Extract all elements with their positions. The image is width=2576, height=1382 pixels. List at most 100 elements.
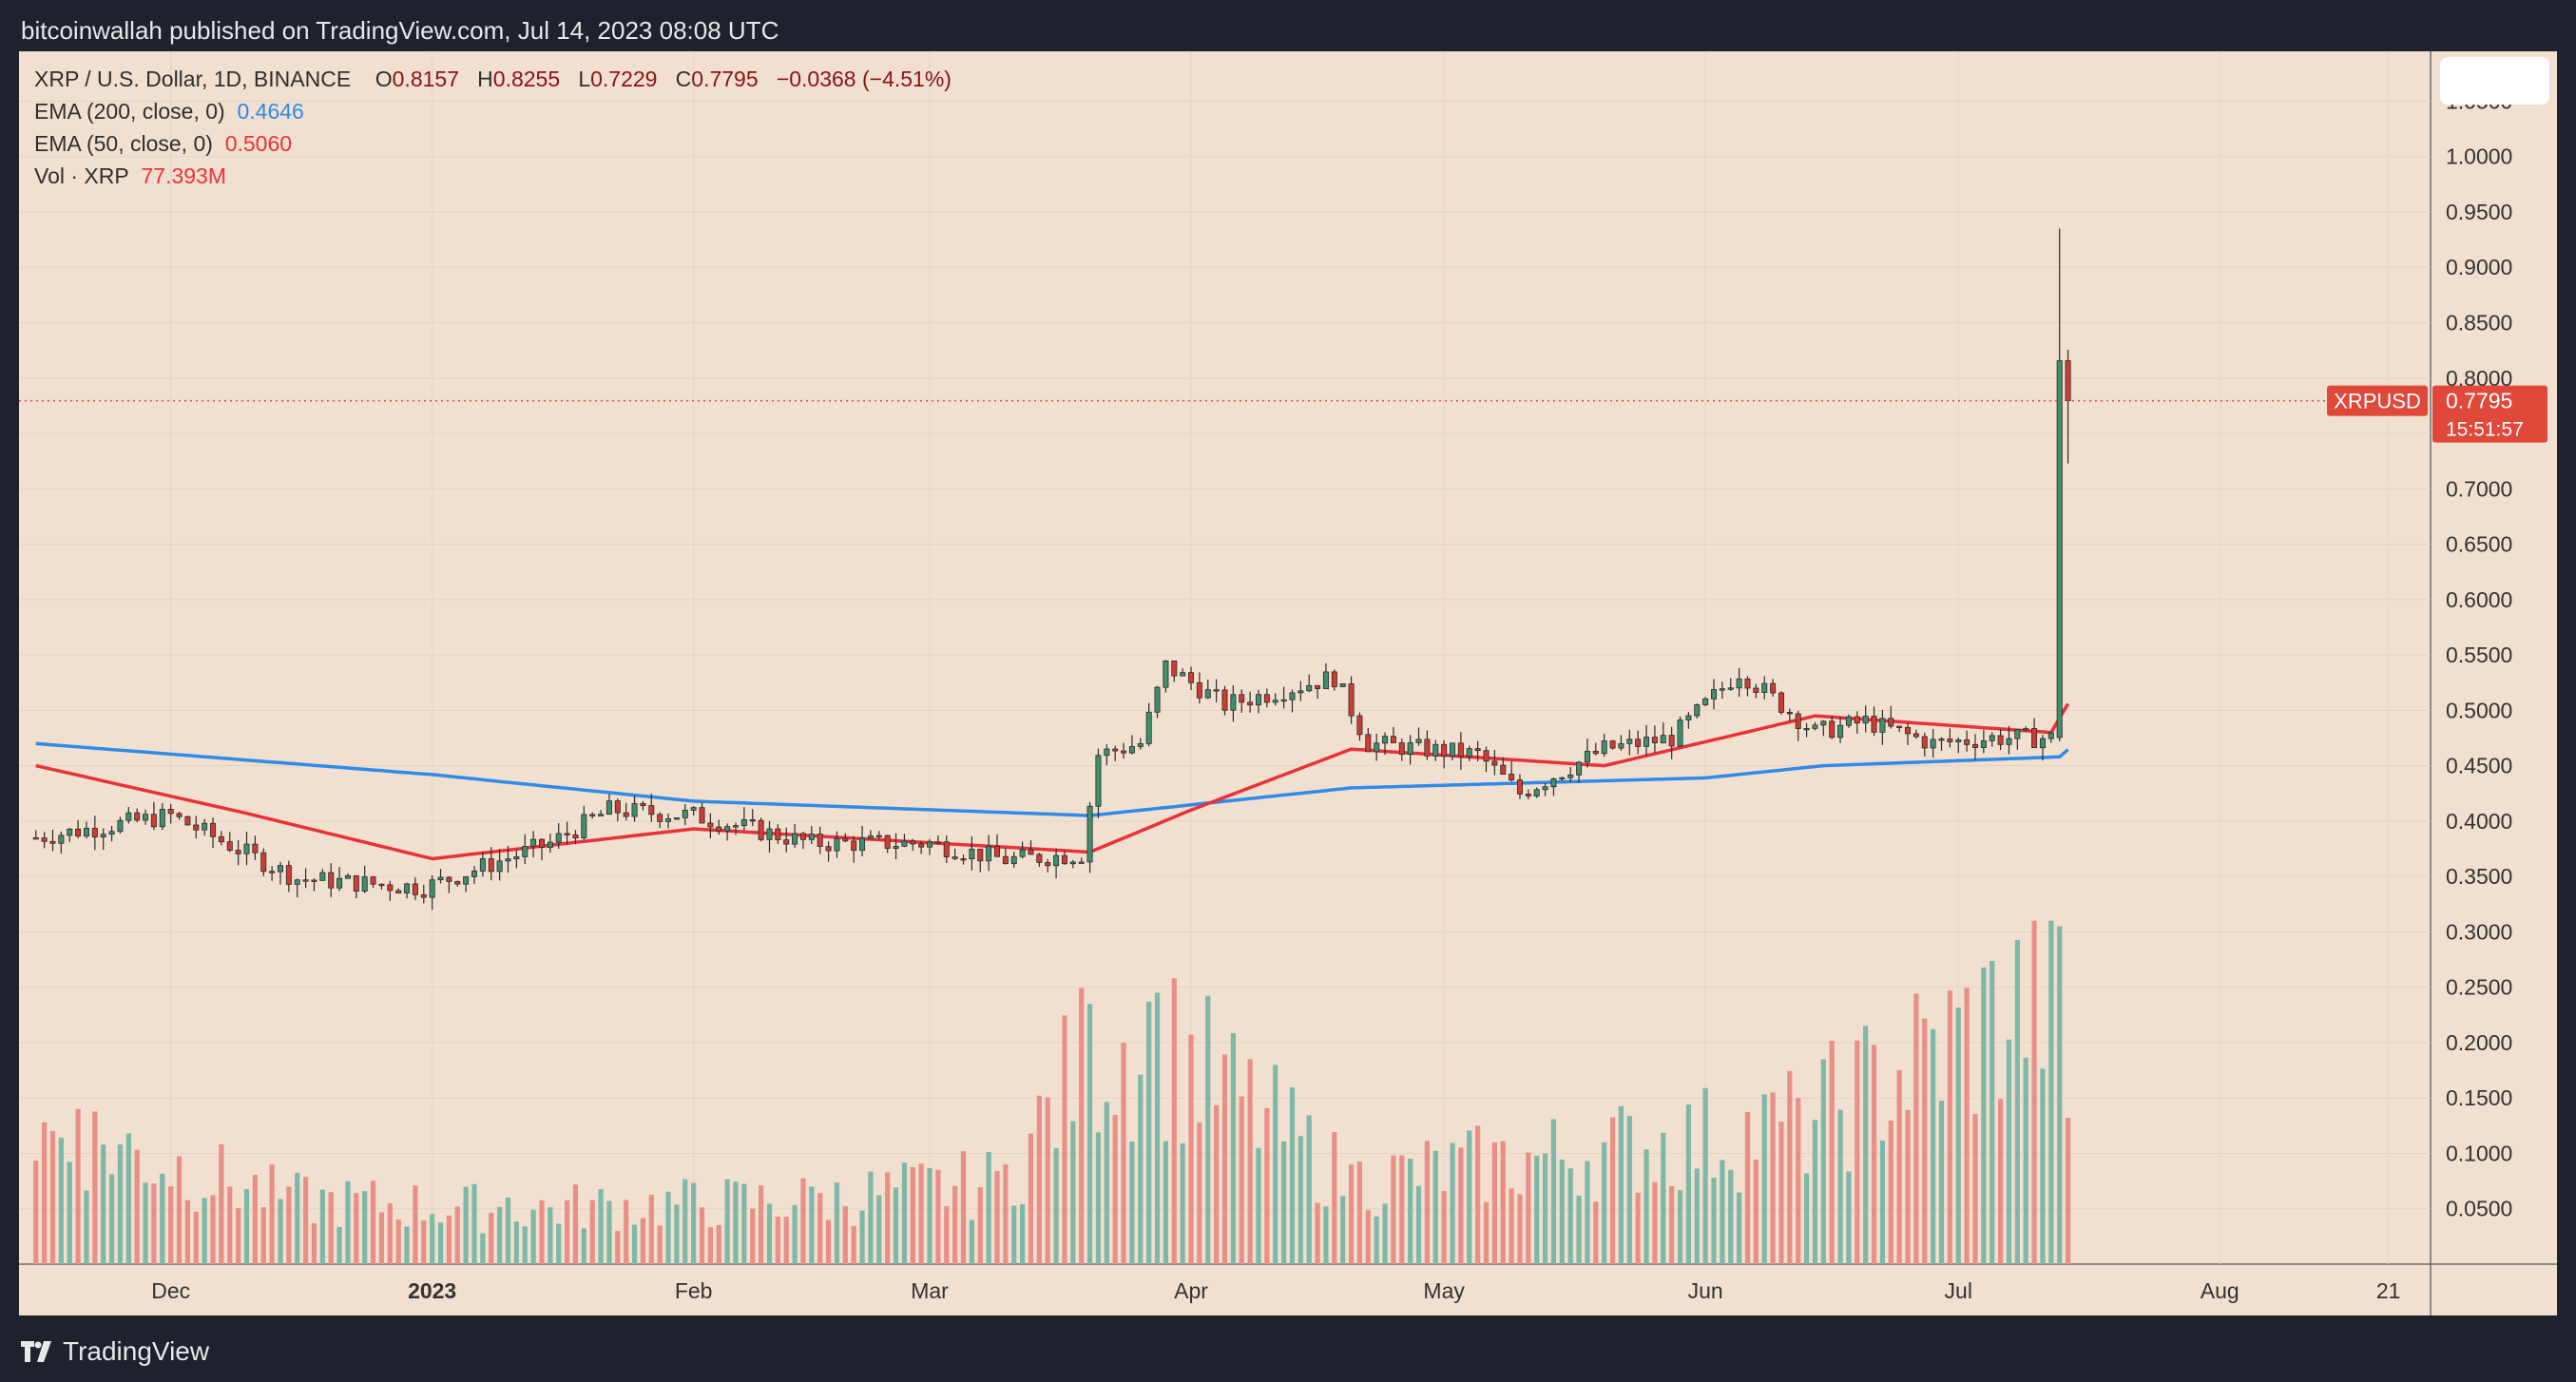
volume-bar <box>2040 1068 2046 1264</box>
volume-bar <box>345 1180 351 1264</box>
legend-ema200-row[interactable]: EMA (200, close, 0) 0.4646 <box>34 95 952 127</box>
candle-body <box>589 814 596 816</box>
candle <box>336 867 343 892</box>
candle <box>943 835 950 863</box>
volume-bar <box>1079 988 1085 1264</box>
volume-bar <box>1028 1133 1034 1264</box>
candle-body <box>1441 743 1448 758</box>
candle-body <box>412 883 418 895</box>
volume-bar <box>640 1218 646 1264</box>
candle <box>1104 744 1110 766</box>
price-chart[interactable]: 0.0500 0.1000 0.1500 0.2000 0.2500 0.3000 0.35… <box>19 51 2557 1315</box>
candle-body <box>134 812 141 821</box>
price-tag-value: 0.7795 <box>2446 389 2512 413</box>
candle-body <box>825 846 832 852</box>
volume-bar <box>202 1198 207 1264</box>
candle-body <box>1576 761 1583 776</box>
candle <box>1002 848 1009 865</box>
ema50-line <box>35 702 2070 861</box>
volume-bar <box>1896 1069 1902 1264</box>
candle-body <box>631 803 638 817</box>
candle <box>1466 745 1472 761</box>
x-tick-label: Feb <box>675 1278 713 1303</box>
volume-bar <box>193 1211 199 1264</box>
legend-symbol-row[interactable]: XRP / U.S. Dollar, 1D, BINANCE O0.8157 H… <box>34 63 952 95</box>
volume-bar <box>1020 1204 1026 1264</box>
candle <box>799 832 806 850</box>
volume-bar <box>944 1206 950 1264</box>
candle <box>724 823 731 841</box>
candle-body <box>75 828 82 837</box>
candle <box>91 816 98 851</box>
candle <box>260 848 267 876</box>
candle <box>901 834 908 848</box>
candle <box>1407 735 1413 765</box>
volume-bar <box>437 1222 444 1264</box>
volume-bar <box>1931 1028 1936 1264</box>
scale-settings-button[interactable] <box>2440 57 2549 105</box>
legend-volume-row[interactable]: Vol · XRP 77.393M <box>34 160 952 192</box>
candle-body <box>1964 739 1970 745</box>
candle-body <box>1803 727 1810 731</box>
volume-bar <box>513 1221 519 1264</box>
candle <box>412 877 418 901</box>
volume-bar <box>1593 1201 1599 1264</box>
candle <box>581 805 587 840</box>
volume-bar <box>1289 1086 1296 1264</box>
candle-body <box>1457 742 1464 758</box>
volume-bar <box>1045 1097 1050 1264</box>
candle <box>446 875 452 893</box>
volume-bar <box>1475 1125 1481 1264</box>
candle <box>775 824 781 845</box>
volume-bar <box>1997 1099 2004 1264</box>
volume-bar <box>176 1156 183 1264</box>
candle-body <box>294 879 300 885</box>
candle <box>134 808 141 823</box>
volume-bar <box>168 1186 174 1264</box>
volume-bar <box>1239 1096 1244 1264</box>
candle-body <box>665 818 672 822</box>
candle <box>733 822 740 835</box>
candle <box>1644 724 1650 757</box>
candle <box>1685 712 1692 729</box>
candle <box>243 832 250 866</box>
volume-bar <box>598 1189 604 1264</box>
legend-ema50-row[interactable]: EMA (50, close, 0) 0.5060 <box>34 127 952 160</box>
y-tick-label: 0.9000 <box>2446 255 2512 279</box>
candle <box>834 831 840 858</box>
volume-bar <box>2014 939 2020 1264</box>
candle <box>1036 853 1043 867</box>
candle <box>1559 777 1566 781</box>
candle-body <box>690 807 697 811</box>
volume-bar <box>1829 1041 1835 1264</box>
volume-bar <box>84 1190 89 1264</box>
volume-bar <box>311 1222 317 1264</box>
candle-body <box>1163 660 1169 688</box>
candle-body <box>2039 738 2046 749</box>
candle <box>1188 666 1195 690</box>
candle-body <box>884 835 891 849</box>
candle <box>1457 732 1464 770</box>
ema-lines <box>35 702 2070 861</box>
candle <box>1086 801 1093 873</box>
volume-bar <box>143 1182 148 1264</box>
candle-body <box>1331 671 1337 687</box>
volume-bar <box>1121 1043 1126 1264</box>
volume-bar <box>1424 1141 1430 1264</box>
candle-body <box>1491 760 1498 766</box>
volume-bar <box>792 1204 798 1264</box>
candle-body <box>1204 689 1211 699</box>
volume-bar <box>1728 1169 1734 1264</box>
candle-body <box>1509 774 1515 780</box>
candle-body <box>1795 713 1801 729</box>
candle-body <box>1154 686 1161 713</box>
candle-body <box>2023 728 2029 731</box>
candle <box>1845 714 1852 728</box>
candle <box>631 796 638 822</box>
volume-bar <box>885 1172 891 1264</box>
candle <box>555 822 562 850</box>
candle <box>825 841 832 862</box>
tradingview-brand[interactable]: TradingView <box>21 1331 209 1372</box>
volume-bar <box>1408 1159 1413 1264</box>
candle <box>699 802 705 824</box>
